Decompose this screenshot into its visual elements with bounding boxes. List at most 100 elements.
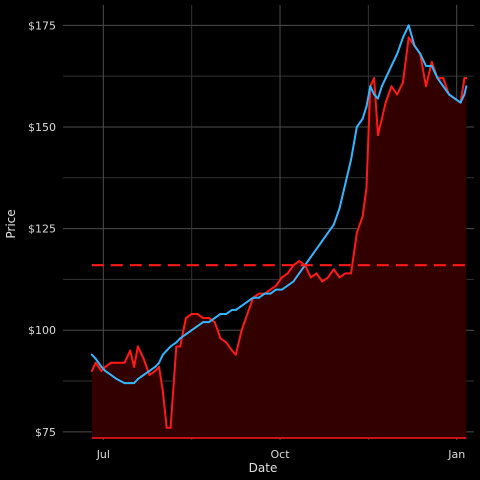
series-2-point	[219, 312, 222, 315]
series-1-point	[286, 272, 289, 275]
x-tick-label: Jan	[447, 448, 465, 461]
series-2-point	[286, 284, 289, 287]
series-1-point	[110, 361, 113, 364]
series-1-point	[384, 101, 387, 104]
series-1-point	[123, 361, 126, 364]
series-1-point	[231, 349, 234, 352]
series-2-point	[263, 292, 266, 295]
series-2-point	[257, 296, 260, 299]
series-1-point	[338, 276, 341, 279]
series-2-point	[407, 24, 410, 27]
series-1-point	[396, 93, 399, 96]
series-2-point	[365, 105, 368, 108]
series-1-point	[129, 349, 132, 352]
series-2-point	[110, 373, 113, 376]
series-1-point	[376, 134, 379, 137]
series-1-point	[309, 276, 312, 279]
series-1-point	[327, 276, 330, 279]
series-1-point	[269, 288, 272, 291]
series-1-point	[154, 369, 157, 372]
series-1-point	[184, 317, 187, 320]
series-1-point	[344, 272, 347, 275]
series-2-point	[298, 272, 301, 275]
series-2-point	[463, 93, 466, 96]
series-2-point	[390, 64, 393, 67]
series-2-point	[401, 36, 404, 39]
series-2-point	[413, 44, 416, 47]
x-tick-label: Jul	[96, 448, 110, 461]
series-2-point	[136, 378, 139, 381]
series-1-point	[321, 280, 324, 283]
series-1-point	[148, 373, 151, 376]
y-tick-label: $175	[28, 19, 56, 32]
series-1-point	[190, 312, 193, 315]
series-1-point	[390, 85, 393, 88]
series-2-point	[169, 345, 172, 348]
series-2-point	[327, 231, 330, 234]
series-2-point	[179, 337, 182, 340]
y-tick-label: $75	[35, 426, 56, 439]
series-2-point	[104, 369, 107, 372]
series-1-point	[115, 361, 118, 364]
series-1-point	[350, 272, 353, 275]
series-2-point	[190, 329, 193, 332]
series-2-point	[321, 239, 324, 242]
series-1-point	[196, 312, 199, 315]
series-2-point	[148, 369, 151, 372]
series-1-point	[246, 312, 249, 315]
series-2-point	[309, 256, 312, 259]
series-1-point	[175, 345, 178, 348]
series-1-point	[94, 361, 97, 364]
series-2-point	[234, 308, 237, 311]
series-2-point	[436, 77, 439, 80]
price-area-fill	[91, 37, 467, 438]
series-2-point	[269, 292, 272, 295]
series-2-point	[196, 325, 199, 328]
series-2-point	[280, 288, 283, 291]
series-1-point	[465, 77, 468, 80]
series-1-point	[100, 369, 103, 372]
series-2-point	[344, 182, 347, 185]
series-1-point	[361, 215, 364, 218]
series-2-point	[355, 125, 358, 128]
series-1-point	[280, 276, 283, 279]
series-1-point	[234, 353, 237, 356]
series-1-point	[401, 81, 404, 84]
y-axis-ticks: $75 $100 $125 $150 $175	[28, 19, 56, 439]
series-2-point	[246, 300, 249, 303]
series-2-point	[373, 93, 376, 96]
series-1-point	[179, 345, 182, 348]
series-2-point	[175, 341, 178, 344]
series-2-point	[129, 382, 132, 385]
series-2-point	[361, 117, 364, 120]
series-1-point	[213, 321, 216, 324]
series-2-point	[90, 353, 93, 356]
series-2-point	[332, 223, 335, 226]
series-1-point	[169, 426, 172, 429]
series-1-line	[90, 36, 467, 429]
x-axis-ticks: Jul Oct Jan	[96, 448, 466, 461]
x-tick-label: Oct	[271, 448, 291, 461]
series-2-point	[240, 304, 243, 307]
series-1-point	[365, 186, 368, 189]
series-1-point	[257, 292, 260, 295]
series-2-point	[369, 85, 372, 88]
series-1-point	[133, 365, 136, 368]
x-axis-title: Date	[249, 461, 278, 475]
series-1-point	[407, 36, 410, 39]
series-2-point	[315, 247, 318, 250]
series-2-point	[430, 64, 433, 67]
series-2-line	[91, 24, 468, 385]
series-2-point	[213, 317, 216, 320]
series-1-point	[430, 60, 433, 63]
series-1-point	[424, 85, 427, 88]
series-2-point	[142, 373, 145, 376]
series-1-point	[142, 357, 145, 360]
series-1-point	[463, 77, 466, 80]
y-axis-title: Price	[4, 209, 18, 238]
series-2-point	[154, 365, 157, 368]
series-1-point	[442, 77, 445, 80]
series-1-point	[202, 317, 205, 320]
series-2-point	[448, 93, 451, 96]
